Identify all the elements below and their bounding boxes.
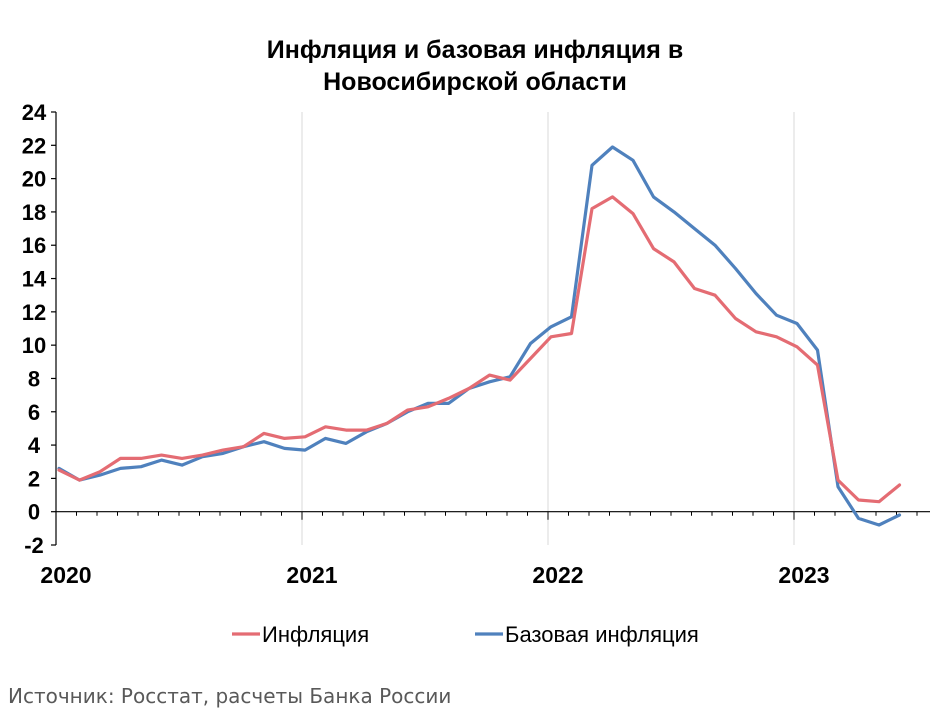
legend-label-inflation: Инфляция xyxy=(262,622,369,647)
x-axis-ticks: 2020 2021 2022 2023 xyxy=(40,511,918,588)
source-note: Источник: Росстат, расчеты Банка России xyxy=(8,684,452,708)
y-tick-label: 16 xyxy=(22,233,46,258)
y-tick-label: 2 xyxy=(28,466,40,491)
chart-title: Инфляция и базовая инфляция в Новосибирс… xyxy=(266,36,684,96)
y-tick-label: 20 xyxy=(22,167,46,192)
series-lines xyxy=(57,145,902,527)
y-tick-label: 14 xyxy=(22,267,47,292)
y-tick-label: 0 xyxy=(28,500,40,525)
y-tick-label: 4 xyxy=(28,433,41,458)
x-tick-label-2023: 2023 xyxy=(778,562,829,588)
y-tick-label: 24 xyxy=(22,100,47,125)
y-tick-label: 12 xyxy=(22,300,46,325)
series-line-inflation xyxy=(57,195,902,504)
y-tick-label: 6 xyxy=(28,400,40,425)
series-line-core-inflation xyxy=(57,145,902,527)
y-tick-label: 8 xyxy=(28,366,40,391)
legend-label-core-inflation: Базовая инфляция xyxy=(505,622,699,647)
axes xyxy=(55,112,930,545)
legend: Инфляция Базовая инфляция xyxy=(232,622,699,647)
y-tick-label: 18 xyxy=(22,200,46,225)
y-tick-label: 10 xyxy=(22,333,46,358)
x-tick-label-2022: 2022 xyxy=(532,562,583,588)
x-tick-label-2021: 2021 xyxy=(286,562,337,588)
y-tick-label: 22 xyxy=(22,133,46,158)
x-tick-label-2020: 2020 xyxy=(40,562,91,588)
y-tick-label: -2 xyxy=(24,533,44,558)
